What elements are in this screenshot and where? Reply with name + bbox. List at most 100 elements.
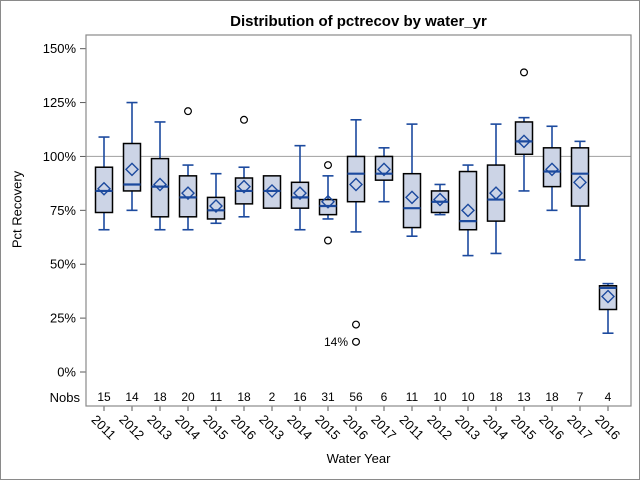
x-tick-label-year: 2014 bbox=[480, 412, 511, 443]
nobs-value: 6 bbox=[381, 390, 388, 404]
mean-diamond-marker bbox=[601, 289, 615, 304]
plot-frame bbox=[85, 34, 632, 407]
mean-diamond-marker bbox=[377, 162, 391, 177]
outlier-point bbox=[324, 236, 333, 245]
chart-title: Distribution of pctrecov by water_yr bbox=[230, 13, 487, 30]
mean-diamond-marker bbox=[405, 190, 419, 205]
x-tick-label-year: 2012 bbox=[424, 412, 455, 443]
box-group-2016 bbox=[542, 125, 562, 212]
x-tick-label-year: 2012 bbox=[116, 412, 147, 443]
iqr-box bbox=[122, 142, 142, 192]
mean-diamond-marker bbox=[461, 203, 475, 218]
x-tick-label-year: 2014 bbox=[172, 412, 203, 443]
box-group-2017 bbox=[570, 140, 590, 261]
outlier-point bbox=[184, 107, 193, 116]
iqr-box bbox=[206, 196, 226, 220]
x-tick-label-year: 2011 bbox=[89, 412, 119, 442]
x-tick-label-year: 2016 bbox=[228, 412, 259, 443]
box-group-2014 bbox=[178, 107, 198, 231]
box-group-2016 bbox=[346, 119, 366, 346]
x-tick-label-year: 2016 bbox=[340, 412, 371, 443]
y-tick-label: 100% bbox=[43, 149, 77, 164]
box-group-2012 bbox=[430, 183, 450, 216]
y-tick-label: 25% bbox=[50, 311, 76, 326]
x-tick-label-year: 2011 bbox=[397, 412, 427, 442]
outlier-point bbox=[519, 68, 528, 77]
x-tick-label-year: 2016 bbox=[536, 412, 567, 443]
nobs-value: 13 bbox=[517, 390, 531, 404]
y-tick-label: 0% bbox=[57, 365, 76, 380]
box-group-2014 bbox=[290, 144, 310, 231]
mean-diamond-marker bbox=[545, 162, 559, 177]
iqr-box bbox=[486, 164, 506, 222]
iqr-box bbox=[598, 285, 618, 311]
box-group-2015 bbox=[206, 172, 226, 225]
y-tick-label: 150% bbox=[43, 41, 77, 56]
y-tick-label: 125% bbox=[43, 95, 77, 110]
nobs-value: 20 bbox=[181, 390, 195, 404]
iqr-box bbox=[514, 121, 534, 156]
mean-diamond-marker bbox=[237, 179, 251, 194]
iqr-box bbox=[290, 181, 310, 209]
box-group-2011 bbox=[94, 136, 114, 231]
box-group-2011 bbox=[402, 123, 422, 238]
x-tick-label-year: 2013 bbox=[144, 412, 175, 443]
nobs-value: 18 bbox=[237, 390, 251, 404]
x-tick-label-year: 2015 bbox=[200, 412, 231, 443]
x-tick-label-year: 2013 bbox=[452, 412, 483, 443]
mean-diamond-marker bbox=[517, 134, 531, 149]
iqr-box bbox=[542, 147, 562, 188]
iqr-box bbox=[402, 172, 422, 229]
y-tick-label: 75% bbox=[50, 203, 76, 218]
box-group-2015 bbox=[514, 68, 534, 192]
nobs-value: 11 bbox=[210, 390, 223, 404]
nobs-value: 16 bbox=[293, 390, 307, 404]
box-group-2013 bbox=[262, 175, 282, 209]
nobs-value: 11 bbox=[406, 390, 419, 404]
nobs-value: 7 bbox=[577, 390, 584, 404]
x-tick-label-year: 2015 bbox=[312, 412, 343, 443]
nobs-value: 15 bbox=[97, 390, 111, 404]
iqr-box bbox=[458, 170, 478, 231]
x-tick-label-year: 2017 bbox=[368, 412, 399, 443]
x-tick-label-year: 2017 bbox=[564, 412, 595, 443]
box-group-2016 bbox=[598, 282, 618, 335]
iqr-box bbox=[374, 155, 394, 181]
box-group-2014 bbox=[486, 123, 506, 255]
outlier-point bbox=[324, 161, 333, 170]
nobs-value: 18 bbox=[489, 390, 503, 404]
mean-diamond-marker bbox=[293, 186, 307, 201]
nobs-value: 56 bbox=[349, 390, 363, 404]
mean-diamond-marker bbox=[265, 183, 279, 198]
nobs-value: 18 bbox=[545, 390, 559, 404]
box-group-2012 bbox=[122, 101, 142, 212]
mean-diamond-marker bbox=[489, 186, 503, 201]
mean-diamond-marker bbox=[321, 194, 335, 209]
outlier-point bbox=[240, 115, 249, 124]
box-group-2013 bbox=[458, 164, 478, 257]
nobs-value: 14 bbox=[125, 390, 139, 404]
x-tick-label-year: 2013 bbox=[256, 412, 287, 443]
mean-diamond-marker bbox=[97, 181, 111, 196]
nobs-value: 2 bbox=[269, 390, 276, 404]
nobs-value: 10 bbox=[433, 390, 447, 404]
outlier-point bbox=[352, 337, 361, 346]
mean-diamond-marker bbox=[209, 199, 223, 214]
mean-diamond-marker bbox=[573, 175, 587, 190]
box-group-2013 bbox=[150, 121, 170, 231]
mean-diamond-marker bbox=[349, 177, 363, 192]
x-axis-label: Water Year bbox=[326, 451, 391, 466]
x-tick-label-year: 2015 bbox=[508, 412, 539, 443]
x-tick-label-year: 2016 bbox=[592, 412, 623, 443]
nobs-value: 10 bbox=[461, 390, 475, 404]
outlier-point bbox=[352, 320, 361, 329]
y-tick-label: 50% bbox=[50, 257, 76, 272]
nobs-header: Nobs bbox=[50, 390, 81, 405]
box-group-2015 bbox=[318, 161, 338, 245]
nobs-value: 4 bbox=[605, 390, 612, 404]
mean-diamond-marker bbox=[433, 192, 447, 207]
box-group-2017 bbox=[374, 147, 394, 203]
box-group-2016 bbox=[234, 115, 254, 218]
